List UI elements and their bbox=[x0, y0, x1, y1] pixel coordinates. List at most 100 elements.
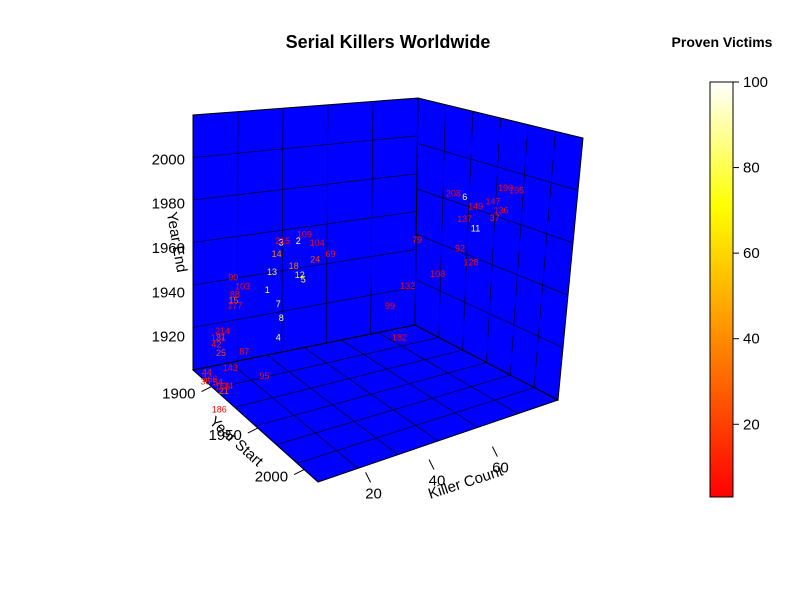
colorbar-tick-label: 60 bbox=[743, 245, 760, 262]
data-point: 214 bbox=[215, 326, 230, 336]
left-wall-grid-line bbox=[237, 111, 239, 362]
data-point: 143 bbox=[223, 363, 238, 373]
colorbar bbox=[709, 81, 734, 498]
back-wall-grid-line bbox=[486, 117, 501, 363]
data-point: 11 bbox=[471, 224, 480, 234]
z-axis-tick-label: 1960 bbox=[152, 240, 185, 257]
back-wall-grid-line bbox=[462, 111, 474, 351]
data-point: 166 bbox=[203, 374, 218, 384]
floor-grid-line bbox=[266, 354, 399, 455]
data-point: 13 bbox=[267, 267, 277, 277]
data-point: 4 bbox=[276, 332, 281, 342]
y-axis-tick-mark bbox=[293, 469, 305, 476]
data-point: 14 bbox=[272, 249, 282, 259]
data-point: 6 bbox=[462, 192, 467, 202]
data-point: 134 bbox=[218, 381, 233, 391]
data-point: 35 bbox=[200, 376, 210, 386]
data-point: 79 bbox=[412, 235, 422, 245]
z-axis-tick-label: 1980 bbox=[152, 196, 185, 213]
floor-grid-line bbox=[340, 339, 479, 428]
data-point: 137 bbox=[457, 214, 472, 224]
data-point: 99 bbox=[385, 301, 395, 311]
data-point: 95 bbox=[259, 371, 269, 381]
data-point: 108 bbox=[430, 269, 445, 279]
colorbar-tick-label: 20 bbox=[743, 416, 760, 433]
back-wall-grid-line bbox=[438, 104, 446, 338]
data-point: 147 bbox=[485, 197, 500, 207]
data-point: 186 bbox=[212, 404, 227, 414]
data-point: 3 bbox=[279, 238, 284, 248]
colorbar-tick-label: 40 bbox=[743, 331, 760, 348]
data-point: 15 bbox=[228, 296, 238, 306]
data-point: 90 bbox=[228, 273, 238, 283]
data-point: 195 bbox=[509, 186, 524, 196]
data-point: 5 bbox=[301, 274, 306, 284]
y-axis-tick-label: 2000 bbox=[255, 469, 288, 486]
colorbar-tick-label: 80 bbox=[743, 160, 760, 177]
colorbar-title: Proven Victims bbox=[672, 34, 773, 50]
y-axis-tick-label: 1950 bbox=[208, 427, 241, 444]
data-points: 2346118715121314151821242531353742445469… bbox=[200, 183, 524, 414]
x-axis-tick-mark bbox=[365, 472, 372, 483]
x-axis-label: Killer Count bbox=[426, 462, 506, 502]
x-axis-tick-label: 40 bbox=[429, 473, 446, 490]
data-point: 18 bbox=[289, 261, 299, 271]
back-wall-grid-line bbox=[533, 131, 556, 388]
data-point: 37 bbox=[490, 213, 500, 223]
data-point: 7 bbox=[276, 299, 281, 309]
data-point: 24 bbox=[310, 255, 320, 265]
data-point: 44 bbox=[202, 367, 212, 377]
data-point: 208 bbox=[446, 188, 461, 198]
data-point: 92 bbox=[455, 243, 465, 253]
chart-title: Serial Killers Worldwide bbox=[286, 32, 491, 52]
x-axis-tick-label: 20 bbox=[365, 485, 382, 502]
data-point: 109 bbox=[297, 230, 312, 240]
y-axis-tick-mark bbox=[201, 386, 212, 393]
left-wall-grid-line bbox=[192, 286, 416, 328]
data-point: 104 bbox=[310, 238, 325, 248]
z-axis-tick-label: 1920 bbox=[152, 329, 185, 346]
y-axis-tick-label: 1900 bbox=[162, 386, 195, 403]
data-point: 128 bbox=[463, 257, 478, 267]
data-point: 31 bbox=[216, 332, 226, 342]
back-wall-grid-line bbox=[510, 124, 529, 376]
left-wall-grid-line bbox=[325, 104, 329, 344]
data-point: 103 bbox=[235, 282, 250, 292]
floor-grid-line bbox=[229, 362, 359, 469]
x-axis-tick-label: 60 bbox=[492, 460, 509, 477]
data-point: 88 bbox=[230, 289, 240, 299]
data-point: 87 bbox=[239, 346, 249, 356]
colorbar-ticks: 20 40 60 80 100 bbox=[733, 74, 768, 433]
data-point: 132 bbox=[400, 281, 415, 291]
data-point: 149 bbox=[468, 202, 483, 212]
data-point: 182 bbox=[392, 332, 407, 342]
data-point: 42 bbox=[211, 339, 221, 349]
data-point: 215 bbox=[275, 236, 290, 246]
data-point: 8 bbox=[279, 313, 284, 323]
floor-grid-line bbox=[377, 332, 519, 414]
y-axis-tick-mark bbox=[247, 427, 259, 434]
data-point: 117 bbox=[211, 333, 225, 343]
left-wall-grid-line bbox=[281, 108, 284, 353]
axis-ticks: 20 40 60 1900 1950 2000 1920 1940 1960 1980 2000 bbox=[152, 151, 509, 502]
left-wall-grid-line bbox=[192, 173, 418, 201]
z-axis-tick-label: 2000 bbox=[152, 151, 185, 168]
data-point: 69 bbox=[325, 249, 335, 259]
grid-lines bbox=[192, 101, 579, 469]
x-axis-tick-mark bbox=[491, 446, 498, 457]
z-axis-tick-label: 1940 bbox=[152, 284, 185, 301]
left-wall-grid-line bbox=[370, 101, 374, 335]
data-point: 177 bbox=[227, 300, 242, 310]
data-point: 25 bbox=[216, 348, 226, 358]
data-point: 54 bbox=[213, 377, 223, 387]
left-wall-grid-line bbox=[192, 249, 417, 286]
left-wall-grid-line bbox=[192, 135, 418, 158]
data-point: 156 bbox=[215, 382, 230, 392]
data-point: 2 bbox=[296, 236, 301, 246]
data-point: 190 bbox=[498, 183, 513, 193]
x-axis-tick-mark bbox=[428, 459, 435, 470]
data-point: 1 bbox=[265, 285, 270, 295]
left-wall-grid-line bbox=[192, 211, 417, 243]
data-point: 21 bbox=[219, 386, 229, 396]
